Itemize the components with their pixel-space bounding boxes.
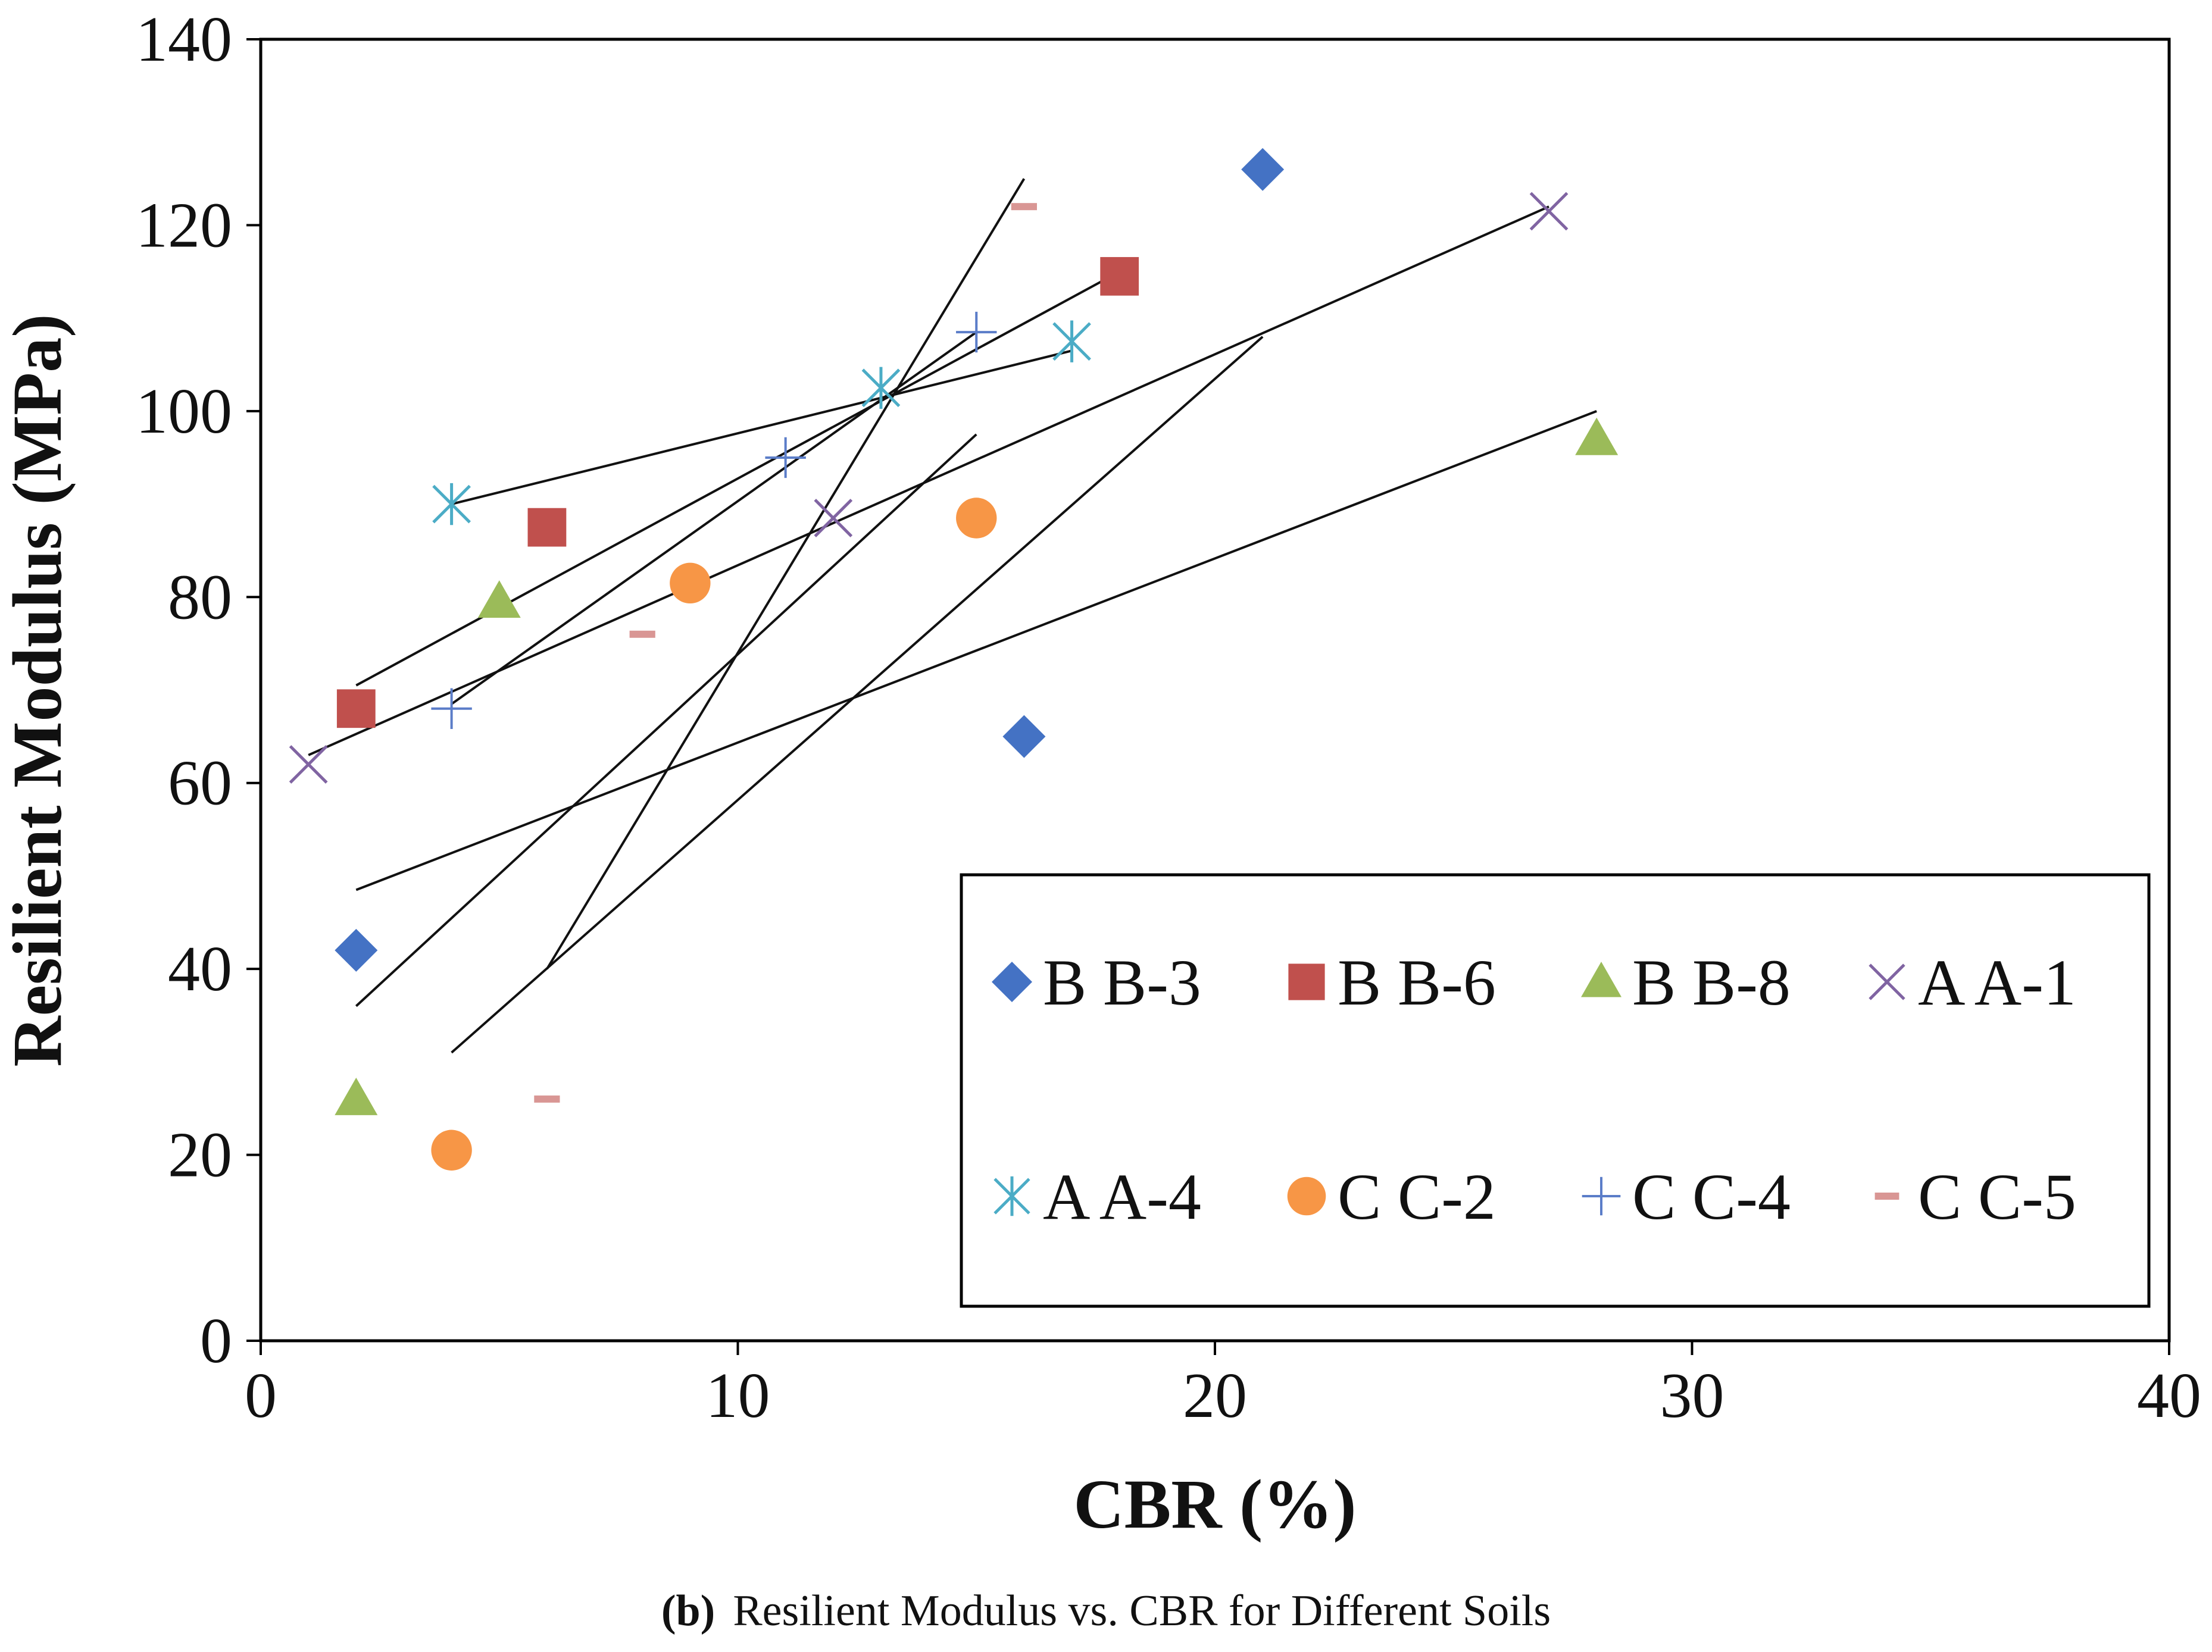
- legend-label-c-c-2: C C-2: [1338, 1160, 1496, 1233]
- data-point-a-a-1: [1529, 192, 1569, 231]
- legend-label-c-c-4: C C-4: [1632, 1160, 1791, 1233]
- x-tick-label: 0: [245, 1360, 277, 1431]
- legend-label-a-a-1: A A-1: [1918, 946, 2076, 1019]
- legend-marker-c-c-2: [1287, 1177, 1326, 1216]
- data-point-c-c-5: [534, 1095, 560, 1103]
- data-point-b-b-6: [1100, 256, 1139, 296]
- legend-frame: [960, 873, 2151, 1308]
- legend-marker-b-b-3: [992, 962, 1032, 1002]
- legend-marker-c-c-4: [1582, 1177, 1621, 1216]
- x-tick-label: 10: [706, 1360, 770, 1431]
- y-tick-label: 40: [168, 934, 232, 1005]
- data-point-b-b-3: [1241, 148, 1285, 191]
- caption-text: Resilient Modulus vs. CBR for Different …: [733, 1587, 1551, 1635]
- x-tick-label: 30: [1660, 1360, 1724, 1431]
- legend-label-b-b-8: B B-8: [1632, 946, 1791, 1019]
- data-point-a-a-4: [861, 367, 901, 409]
- data-point-b-b-3: [1002, 715, 1046, 758]
- x-tick-label: 40: [2137, 1360, 2201, 1431]
- trendline-b-b-6: [355, 270, 1120, 687]
- data-point-b-b-6: [527, 508, 567, 547]
- y-tick-label: 100: [136, 376, 232, 447]
- data-point-c-c-2: [431, 1130, 472, 1171]
- data-point-c-c-2: [956, 498, 997, 539]
- legend: B B-3 B B-6 B B-8 A A-1 A A-4 C C-2 C C-4 C C-5: [960, 873, 2151, 1308]
- y-tick-label: 0: [200, 1306, 232, 1376]
- data-point-a-a-1: [814, 499, 853, 537]
- trendline-c-c-5: [451, 336, 1264, 1054]
- x-tick-label: 20: [1183, 1360, 1247, 1431]
- y-tick-label: 120: [136, 190, 232, 261]
- figure-caption: (b) Resilient Modulus vs. CBR for Differe…: [0, 1586, 2212, 1637]
- data-point-c-c-4: [956, 311, 997, 353]
- data-markers: [289, 148, 1619, 1171]
- legend-label-b-b-6: B B-6: [1338, 946, 1496, 1019]
- legend-marker-a-a-4: [993, 1176, 1030, 1216]
- legend-marker-c-c-5: [1874, 1193, 1899, 1200]
- data-point-c-c-4: [431, 688, 472, 729]
- data-point-c-c-2: [670, 562, 711, 604]
- data-point-c-c-5: [1011, 203, 1037, 211]
- legend-label-b-b-3: B B-3: [1043, 946, 1201, 1019]
- data-point-a-a-4: [432, 483, 471, 525]
- caption-label: (b): [661, 1587, 716, 1635]
- data-point-b-b-6: [336, 689, 376, 728]
- legend-marker-b-b-8: [1581, 962, 1621, 997]
- legend-marker-b-b-6: [1288, 963, 1325, 1000]
- data-point-c-c-4: [765, 437, 806, 478]
- y-tick-label: 20: [168, 1120, 232, 1191]
- data-point-b-b-8: [477, 580, 521, 618]
- legend-label-c-c-5: C C-5: [1918, 1160, 2076, 1233]
- data-point-a-a-1: [289, 745, 328, 784]
- data-point-c-c-5: [629, 630, 655, 638]
- y-axis-ticks: 0 20 40 60 80 100 120 140: [136, 4, 261, 1376]
- trendline-a-a-1: [308, 205, 1549, 756]
- y-tick-label: 80: [168, 562, 232, 633]
- data-point-a-a-4: [1052, 320, 1091, 362]
- trendline-a-a-4: [451, 349, 1073, 506]
- data-point-b-b-8: [335, 1077, 378, 1115]
- trendline-b-b-8: [355, 409, 1597, 891]
- trendline-b-b-3: [546, 178, 1026, 970]
- data-point-b-b-3: [335, 928, 378, 972]
- legend-label-a-a-4: A A-4: [1043, 1160, 1201, 1233]
- x-axis-title: CBR (%): [1073, 1465, 1356, 1543]
- y-axis-title: Resilient Modulus (MPa): [0, 314, 76, 1066]
- x-axis-ticks: 0 10 20 30 40: [245, 1341, 2201, 1431]
- data-point-b-b-8: [1575, 417, 1619, 455]
- legend-marker-a-a-1: [1869, 963, 1905, 1000]
- y-tick-label: 60: [168, 748, 232, 819]
- y-tick-label: 140: [136, 4, 232, 75]
- trendline-c-c-2: [355, 433, 977, 1008]
